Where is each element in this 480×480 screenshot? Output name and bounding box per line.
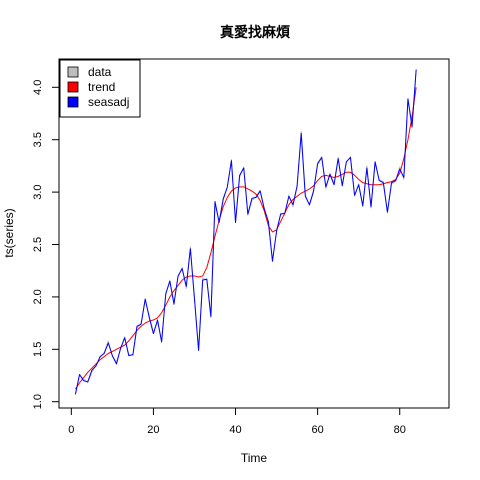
x-tick-label: 40 <box>229 424 241 436</box>
y-tick-label: 2.5 <box>32 237 44 252</box>
y-axis-label: ts(series) <box>2 208 16 257</box>
x-tick-label: 0 <box>68 424 74 436</box>
x-axis-label: Time <box>241 451 268 465</box>
x-axis: 0 20 40 60 80 <box>68 407 406 436</box>
legend-label-data: data <box>88 65 112 79</box>
x-tick-label: 80 <box>394 424 406 436</box>
y-tick-label: 2.0 <box>32 289 44 304</box>
chart-title: 真愛找麻煩 <box>220 24 291 40</box>
x-tick-label: 60 <box>312 424 324 436</box>
x-tick-label: 20 <box>147 424 159 436</box>
legend-swatch-seasadj <box>67 96 79 108</box>
legend-label-trend: trend <box>88 80 115 94</box>
y-tick-label: 1.5 <box>32 342 44 357</box>
y-tick-label: 3.5 <box>32 132 44 147</box>
legend-swatch-data <box>67 66 79 78</box>
series-layer <box>74 69 417 395</box>
y-axis: 1.0 1.5 2.0 2.5 3.0 3.5 4.0 <box>32 80 60 409</box>
series-line-seasadj <box>74 69 417 395</box>
y-tick-label: 3.0 <box>32 184 44 199</box>
y-tick-label: 4.0 <box>32 80 44 95</box>
legend-swatch-trend <box>67 81 79 93</box>
y-tick-label: 1.0 <box>32 394 44 409</box>
legend-label-seasadj: seasadj <box>88 95 129 109</box>
